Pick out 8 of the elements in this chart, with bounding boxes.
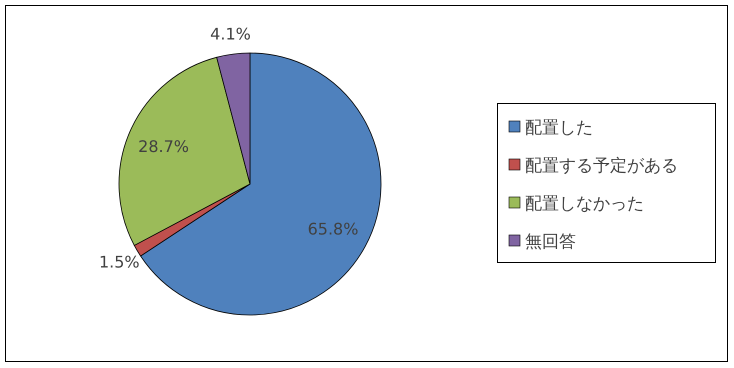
legend-label: 配置する予定がある	[525, 156, 678, 176]
data-label: 28.7%	[138, 137, 190, 156]
data-label: 1.5%	[98, 252, 140, 272]
data-label: 65.8%	[308, 220, 358, 239]
data-label: 4.1%	[210, 24, 251, 44]
legend-label: 無回答	[525, 232, 576, 252]
legend-label: 配置した	[525, 118, 593, 138]
legend-label: 配置しなかった	[525, 194, 644, 214]
